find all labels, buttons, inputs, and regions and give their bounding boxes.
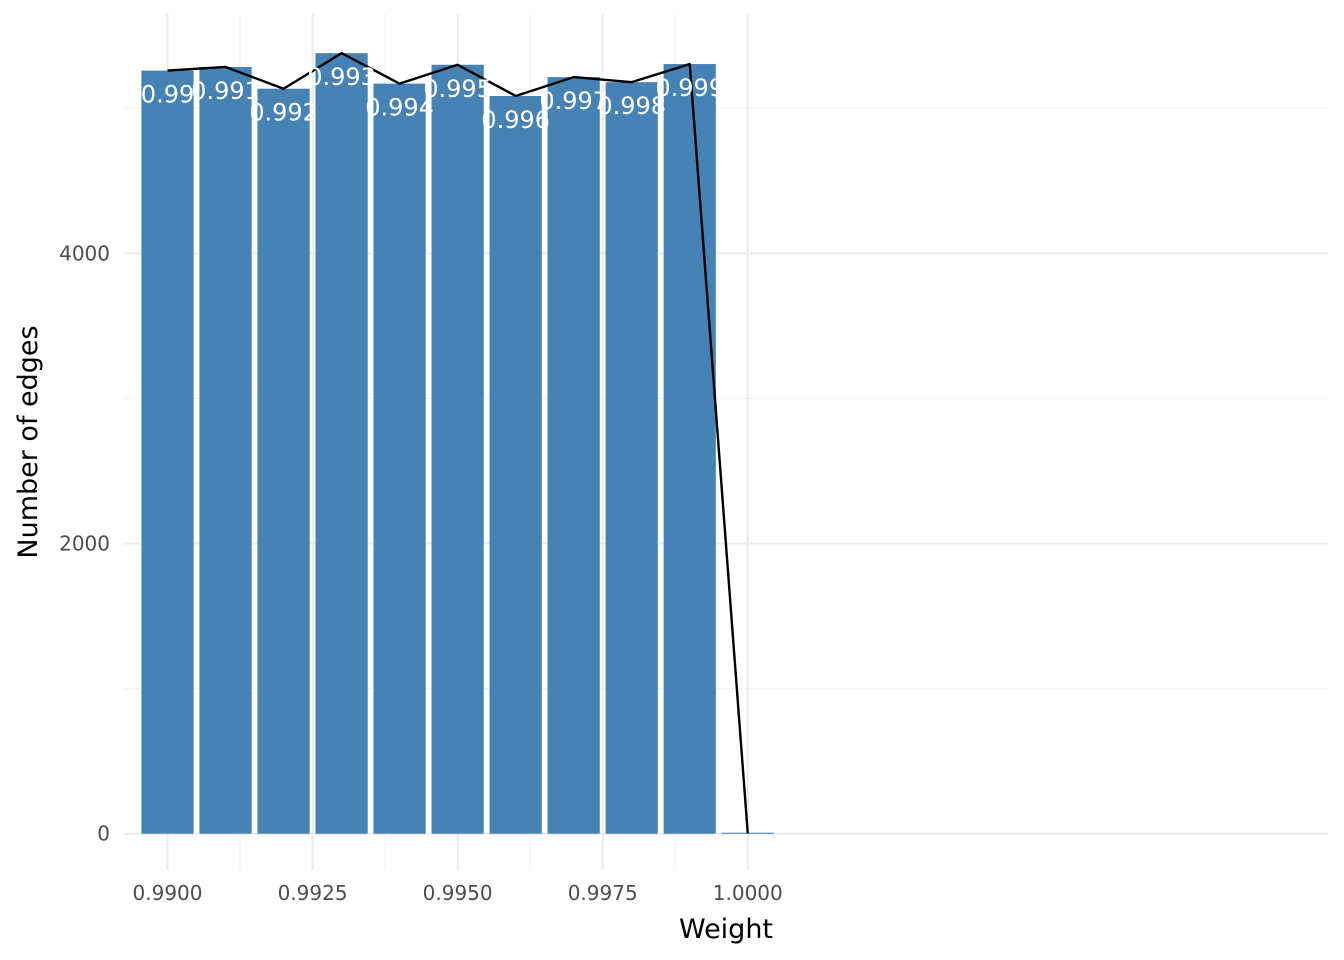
x-tick-label: 0.9950: [423, 881, 493, 905]
trend-line-path: [167, 51, 749, 834]
x-tick-label: 0.9900: [133, 881, 203, 905]
y-axis-ticks: 0 2000 4000: [59, 241, 110, 845]
bars: [141, 53, 774, 834]
bar: [373, 83, 426, 834]
bar: [663, 64, 716, 834]
bar: [257, 88, 310, 834]
bar: [315, 53, 368, 834]
y-axis-title: Number of edges: [13, 325, 44, 558]
bar-data-label: 0.997: [539, 87, 608, 115]
bar: [605, 82, 658, 834]
bar-data-label: 0.995: [423, 75, 492, 103]
x-tick-label: 0.9975: [568, 881, 638, 905]
bar-data-label: 0.999: [655, 74, 724, 102]
y-tick-label: 4000: [59, 241, 110, 265]
bar-labels: 0.990.9910.9920.9930.9940.9950.9960.9970…: [141, 63, 724, 134]
bar: [141, 70, 194, 834]
bar-data-label: 0.99: [141, 81, 194, 109]
y-tick-label: 0: [97, 822, 110, 846]
bar: [199, 66, 252, 834]
bar-data-label: 0.998: [597, 92, 666, 120]
bar-data-label: 0.992: [249, 99, 318, 127]
y-tick-label: 2000: [59, 532, 110, 556]
bar-data-label: 0.994: [365, 94, 434, 122]
x-axis-ticks: 0.9900 0.9925 0.9950 0.9975 1.0000: [133, 881, 783, 905]
bar-data-label: 0.993: [307, 63, 376, 91]
x-tick-label: 0.9925: [278, 881, 348, 905]
x-tick-label: 1.0000: [713, 881, 783, 905]
bar: [489, 95, 542, 834]
bar: [431, 64, 484, 834]
bar-data-label: 0.996: [481, 106, 550, 134]
trend-line: [167, 51, 749, 834]
bar: [547, 77, 600, 834]
bar-data-label: 0.991: [191, 77, 260, 105]
x-axis-title: Weight: [679, 914, 773, 945]
